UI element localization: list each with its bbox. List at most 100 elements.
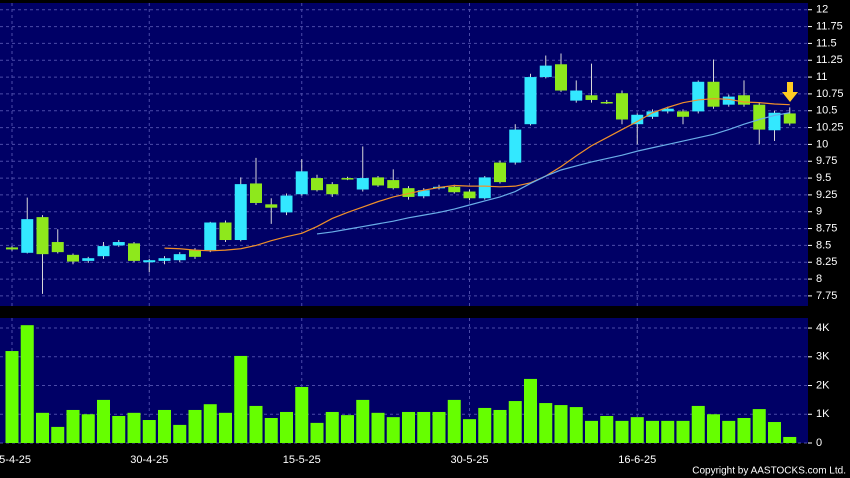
- volume-bar: [463, 419, 476, 443]
- volume-bar: [676, 420, 690, 443]
- candle-body: [707, 81, 720, 107]
- volume-bar: [768, 422, 781, 443]
- candle-body: [234, 184, 247, 241]
- candle-body: [631, 114, 644, 125]
- candle-body: [356, 178, 369, 190]
- volume-bar: [661, 420, 675, 443]
- volume-bar: [97, 399, 110, 443]
- candle-body: [82, 258, 95, 261]
- x-tick-label: 30-4-25: [130, 454, 168, 466]
- volume-bar: [341, 415, 354, 443]
- candle-body: [448, 186, 461, 193]
- volume-bar: [158, 409, 171, 443]
- candle-body: [646, 111, 659, 117]
- candle-body: [722, 96, 735, 105]
- candle-body: [463, 191, 476, 199]
- volume-bar: [432, 411, 446, 443]
- volume-bar: [386, 417, 400, 443]
- y-tick-label: 11.25: [816, 54, 843, 66]
- candle-body: [661, 108, 674, 112]
- candle-body: [585, 95, 598, 100]
- price-panel: [0, 3, 808, 306]
- signal-arrow: [782, 82, 798, 102]
- candle-body: [128, 243, 140, 261]
- candle-body: [97, 246, 110, 257]
- candle-body: [158, 258, 171, 261]
- x-tick-label: 30-5-25: [451, 454, 489, 466]
- volume-bar: [783, 436, 797, 443]
- volume-bar: [554, 405, 568, 443]
- volume-bar: [356, 399, 370, 443]
- y-tick-label: 11: [816, 71, 827, 83]
- volume-bar: [447, 399, 461, 443]
- volume-bar: [524, 378, 537, 443]
- y-tick-label: 8.5: [816, 239, 831, 251]
- y-tick-label: 8.75: [816, 222, 837, 234]
- candle-body: [768, 112, 781, 131]
- candle-body: [219, 222, 232, 241]
- volume-bar: [112, 415, 126, 443]
- volume-bar: [722, 420, 736, 443]
- candle-body: [173, 254, 186, 261]
- volume-bar: [417, 411, 431, 443]
- candle-body: [51, 242, 64, 253]
- volume-bar: [51, 426, 65, 443]
- y-tick-label: 8.25: [816, 256, 837, 268]
- volume-bar: [264, 418, 278, 443]
- copyright: Copyright by AASTOCKS.com Ltd.: [692, 466, 846, 477]
- candle-body: [21, 219, 34, 253]
- candle-body: [417, 190, 430, 197]
- y-tick-label: 9: [816, 206, 822, 218]
- y-tick-label: 10.5: [816, 105, 837, 117]
- candle-body: [494, 162, 506, 183]
- volume-bar: [493, 409, 507, 443]
- candle-body: [112, 242, 125, 246]
- candle-body: [509, 129, 522, 163]
- volume-bar: [478, 407, 492, 443]
- y-tick-label: 10.75: [816, 88, 844, 100]
- candle-body: [326, 184, 339, 195]
- candle-body: [6, 247, 18, 250]
- x-tick-label: 15-5-25: [283, 454, 321, 466]
- y-tick-label: 3K: [816, 351, 830, 363]
- volume-bar: [646, 420, 659, 443]
- volume-bar: [569, 407, 583, 443]
- candle-body: [204, 222, 217, 251]
- volume-bar: [81, 414, 95, 443]
- volume-bar: [752, 409, 766, 443]
- candle-body: [783, 113, 796, 124]
- volume-bar: [280, 411, 293, 443]
- candle-body: [539, 65, 552, 78]
- y-tick-label: 0: [816, 437, 822, 449]
- candle-body: [402, 188, 415, 197]
- candle-body: [250, 183, 262, 203]
- volume-bar: [5, 351, 19, 443]
- volume-bar: [219, 412, 232, 443]
- volume-bar: [630, 417, 644, 443]
- volume-bar: [310, 422, 324, 443]
- volume-bar: [615, 420, 629, 443]
- y-tick-label: 9.75: [816, 155, 837, 167]
- volume-bar: [203, 404, 217, 443]
- candle-body: [341, 178, 354, 180]
- volume-bar: [737, 418, 751, 443]
- candle-body: [692, 81, 705, 112]
- candle-body: [753, 104, 766, 130]
- candle-body: [738, 95, 750, 105]
- candle-body: [67, 254, 79, 262]
- candle-body: [387, 180, 400, 189]
- volume-bar: [600, 415, 614, 443]
- volume-bar: [173, 424, 187, 443]
- y-tick-label: 11.5: [816, 37, 837, 49]
- candle-body: [280, 195, 293, 213]
- volume-bar: [707, 414, 720, 443]
- volume-bar: [142, 420, 156, 443]
- volume-bar: [585, 420, 598, 443]
- volume-bar: [36, 412, 49, 443]
- y-tick-label: 10: [816, 138, 828, 150]
- y-tick-label: 9.25: [816, 189, 837, 201]
- volume-bar: [508, 401, 522, 443]
- candle-body: [600, 101, 613, 104]
- volume-bar: [371, 412, 385, 443]
- volume-bar: [691, 405, 705, 443]
